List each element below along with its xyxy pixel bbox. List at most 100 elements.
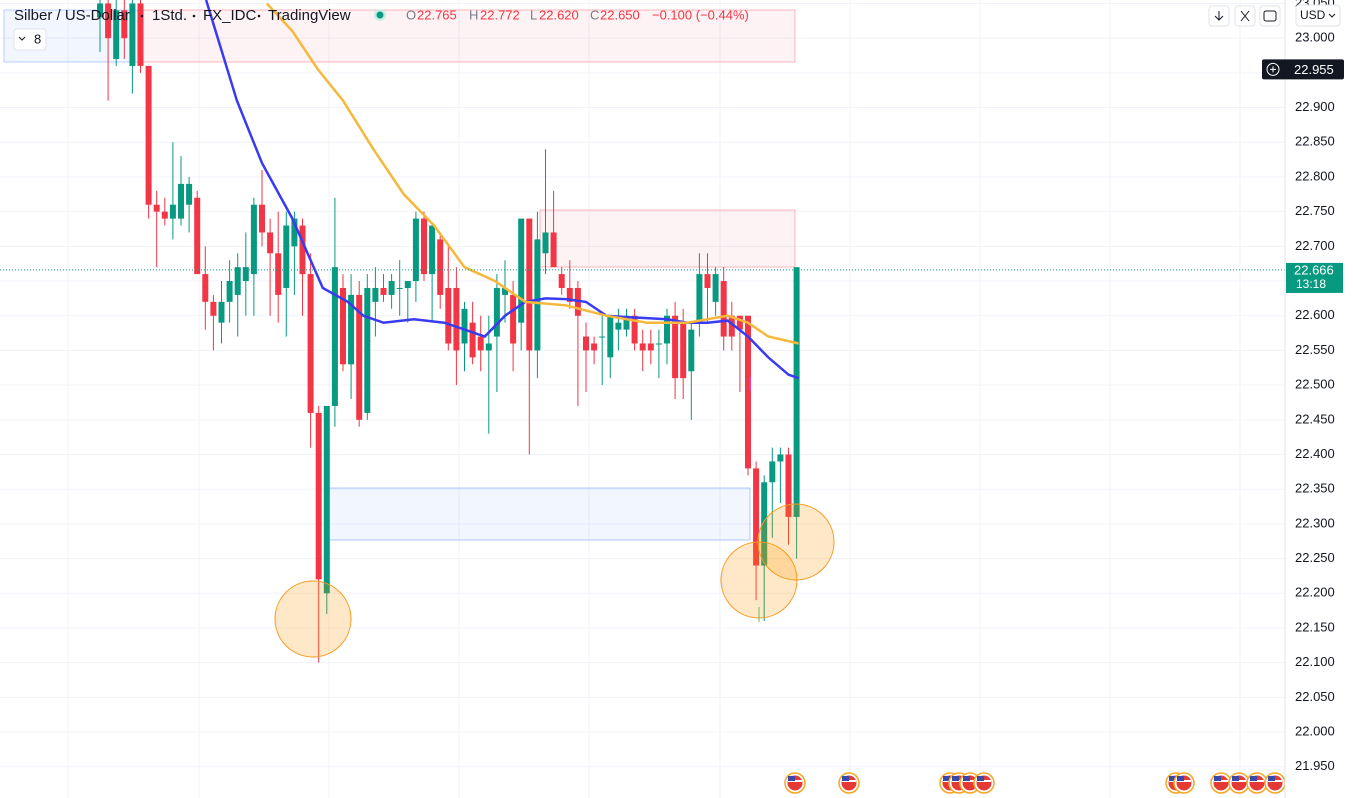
candle-body [315, 412, 322, 580]
y-tick-label: 22.300 [1295, 515, 1335, 530]
candle-body [655, 343, 662, 345]
candle-body [558, 274, 565, 288]
legend-change: −0.100 (−0.44%) [652, 7, 749, 22]
flag-canton [1169, 776, 1176, 781]
flag-canton [977, 776, 984, 781]
flag-canton [943, 776, 950, 781]
crosshair-price: 22.955 [1294, 62, 1334, 77]
candle-body [583, 336, 589, 351]
candle-body [194, 197, 201, 275]
flag-canton [1177, 776, 1184, 781]
platform: TradingView [268, 7, 351, 24]
highlight-circle [757, 503, 835, 581]
candle-body [761, 482, 768, 566]
candle-body [113, 10, 120, 59]
y-tick-label: 22.600 [1295, 307, 1335, 322]
moving-average [265, 2, 799, 345]
icon [1214, 11, 1224, 21]
y-tick-label: 22.700 [1295, 238, 1335, 253]
candle-body [291, 218, 298, 247]
candle-body [242, 267, 249, 282]
candle-body [542, 232, 549, 254]
candle-body [566, 287, 573, 302]
y-tick-label: 22.350 [1295, 481, 1335, 496]
y-tick-label: 22.100 [1295, 654, 1335, 669]
candle-body [356, 294, 363, 420]
candle-body [153, 204, 160, 212]
legend-label: O [406, 7, 416, 22]
candle-body [445, 287, 452, 344]
candle-body [145, 65, 152, 205]
demand-zone [324, 487, 751, 541]
candle-body [502, 287, 508, 295]
symbol: Silber / US-Dollar [14, 7, 130, 24]
y-tick-label: 22.550 [1295, 342, 1335, 357]
y-tick-label: 22.400 [1295, 446, 1335, 461]
currency[interactable]: USD [1300, 8, 1326, 22]
chevron-icon [1328, 13, 1336, 18]
candle-body [97, 3, 103, 18]
candle-body [331, 267, 338, 406]
candle-body [412, 218, 419, 282]
candle-body [728, 315, 735, 337]
candle-body [720, 281, 727, 337]
candle-body [250, 204, 257, 275]
separator [192, 14, 196, 18]
candle-body [534, 239, 541, 351]
annotations [274, 377, 835, 658]
candle-body [307, 274, 314, 413]
interval[interactable]: 1Std. [152, 7, 187, 24]
candle-body [477, 336, 484, 351]
crosshair-tag [1262, 59, 1344, 80]
supply-zone [139, 9, 796, 63]
candle-body [469, 322, 476, 358]
candle-body [283, 225, 290, 288]
indicator-count[interactable]: 8 [34, 31, 41, 46]
currency-select[interactable] [1295, 4, 1341, 27]
candle-body [340, 287, 346, 365]
y-tick-label: 22.850 [1295, 134, 1335, 149]
flag-canton [1268, 776, 1275, 781]
candle-body [137, 3, 144, 66]
candle-body [696, 274, 703, 323]
countdown: 13:18 [1296, 277, 1326, 291]
legend-label: H [469, 7, 478, 22]
y-tick-label: 22.150 [1295, 619, 1335, 634]
legend-value: 22.620 [539, 7, 579, 22]
candle-body [169, 204, 176, 219]
candle-body [745, 315, 751, 469]
legend-value: 22.765 [417, 7, 457, 22]
y-tick-label: 22.750 [1295, 203, 1335, 218]
flag-canton [842, 776, 849, 781]
legend-label: C [590, 7, 599, 22]
candle-body [259, 204, 265, 233]
candle-body [785, 454, 792, 517]
header: Silber / US-Dollar 1Std. FX_IDC TradingV… [13, 4, 1341, 51]
candle-body [396, 287, 403, 289]
candle-body [299, 225, 306, 275]
y-tick-label: 22.900 [1295, 99, 1335, 114]
price-axis [1285, 0, 1353, 798]
icon [1263, 10, 1277, 22]
y-tick-label: 22.000 [1295, 724, 1335, 739]
candle-body [518, 218, 525, 323]
button[interactable] [1259, 5, 1281, 27]
candle-body [688, 329, 695, 372]
price-tag [1286, 262, 1343, 293]
candle-body [485, 343, 492, 351]
separator [140, 14, 144, 18]
candle-body [672, 315, 679, 379]
indicator-toggle[interactable] [13, 28, 47, 51]
y-tick-label: 22.800 [1295, 168, 1335, 183]
candle-body [736, 315, 743, 330]
candle-body [680, 322, 687, 379]
candle-body [372, 287, 379, 302]
candle-body [210, 301, 217, 316]
chevron-icon [18, 36, 26, 41]
candle-body [348, 294, 355, 365]
candle-body [647, 343, 654, 351]
legend-label: L [530, 7, 537, 22]
candle-body [704, 274, 711, 288]
highlight-circle [274, 580, 352, 658]
